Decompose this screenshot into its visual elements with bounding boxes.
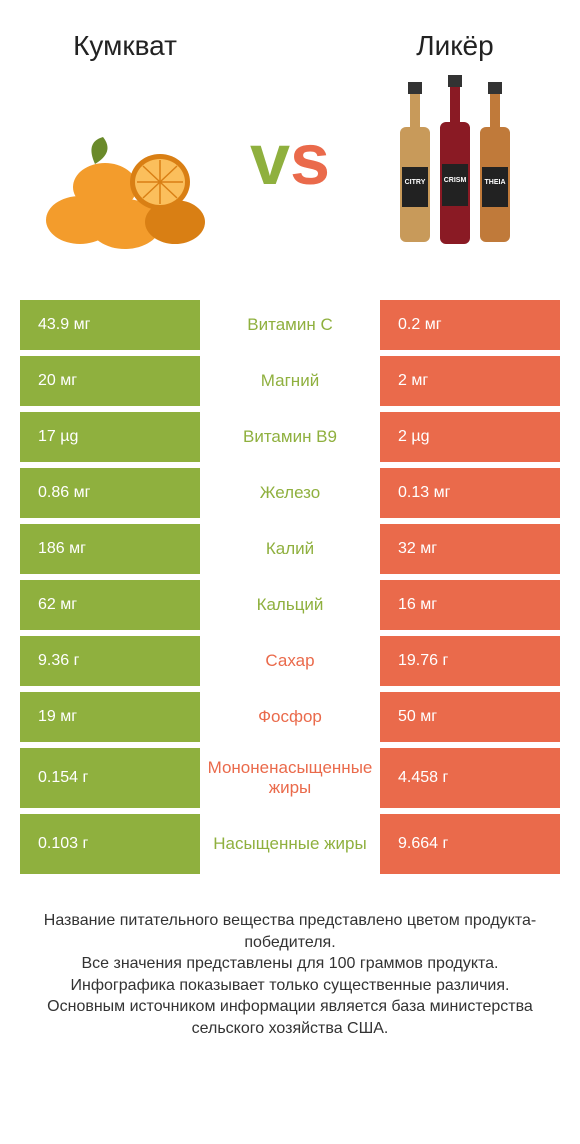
svg-text:THEIA: THEIA [485,179,506,186]
left-value: 20 мг [20,356,200,406]
right-value: 9.664 г [380,814,560,874]
left-value: 0.103 г [20,814,200,874]
footer-note: Название питательного вещества представл… [0,880,580,1060]
left-product-title: Кумкват [20,30,230,62]
right-product-title: Ликёр [350,30,560,62]
left-value: 9.36 г [20,636,200,686]
vs-s: s [290,124,330,196]
right-value: 19.76 г [380,636,560,686]
header-right: Ликёр CITRY CRISM [350,30,560,252]
left-value: 0.86 мг [20,468,200,518]
nutrient-label: Витамин C [200,300,380,350]
table-row: 17 µgВитамин B92 µg [20,412,560,462]
left-value: 62 мг [20,580,200,630]
nutrient-label: Магний [200,356,380,406]
comparison-table: 43.9 мгВитамин C0.2 мг 20 мгМагний2 мг 17 … [0,300,580,874]
right-value: 0.2 мг [380,300,560,350]
vs-label: vs [230,30,350,290]
right-value: 2 µg [380,412,560,462]
left-value: 186 мг [20,524,200,574]
left-value: 0.154 г [20,748,200,808]
right-value: 4.458 г [380,748,560,808]
svg-text:CRISM: CRISM [444,177,467,184]
liqueur-image: CITRY CRISM THEIA [350,82,560,252]
footer-line: Основным источником информации является … [28,996,552,1039]
table-row: 19 мгФосфор50 мг [20,692,560,742]
left-value: 19 мг [20,692,200,742]
header-left: Кумкват [20,30,230,252]
table-row: 43.9 мгВитамин C0.2 мг [20,300,560,350]
table-row: 20 мгМагний2 мг [20,356,560,406]
nutrient-label: Витамин B9 [200,412,380,462]
svg-text:CITRY: CITRY [405,179,426,186]
nutrient-label: Железо [200,468,380,518]
table-row: 186 мгКалий32 мг [20,524,560,574]
right-value: 0.13 мг [380,468,560,518]
nutrient-label: Кальций [200,580,380,630]
nutrient-label: Фосфор [200,692,380,742]
right-value: 2 мг [380,356,560,406]
table-row: 0.103 гНасыщенные жиры9.664 г [20,814,560,874]
right-value: 50 мг [380,692,560,742]
nutrient-label: Насыщенные жиры [200,814,380,874]
table-row: 0.86 мгЖелезо0.13 мг [20,468,560,518]
vs-v: v [250,124,290,196]
nutrient-label: Сахар [200,636,380,686]
kumquat-icon [25,102,225,252]
table-row: 9.36 гСахар19.76 г [20,636,560,686]
table-row: 62 мгКальций16 мг [20,580,560,630]
footer-line: Название питательного вещества представл… [28,910,552,953]
nutrient-label: Мононенасыщенные жиры [200,748,380,808]
kumquat-image [20,82,230,252]
left-value: 17 µg [20,412,200,462]
left-value: 43.9 мг [20,300,200,350]
footer-line: Инфографика показывает только существенн… [28,975,552,997]
right-value: 16 мг [380,580,560,630]
bottles-icon: CITRY CRISM THEIA [380,72,530,252]
right-value: 32 мг [380,524,560,574]
header: Кумкват [0,0,580,300]
nutrient-label: Калий [200,524,380,574]
footer-line: Все значения представлены для 100 граммо… [28,953,552,975]
table-row: 0.154 гМононенасыщенные жиры4.458 г [20,748,560,808]
